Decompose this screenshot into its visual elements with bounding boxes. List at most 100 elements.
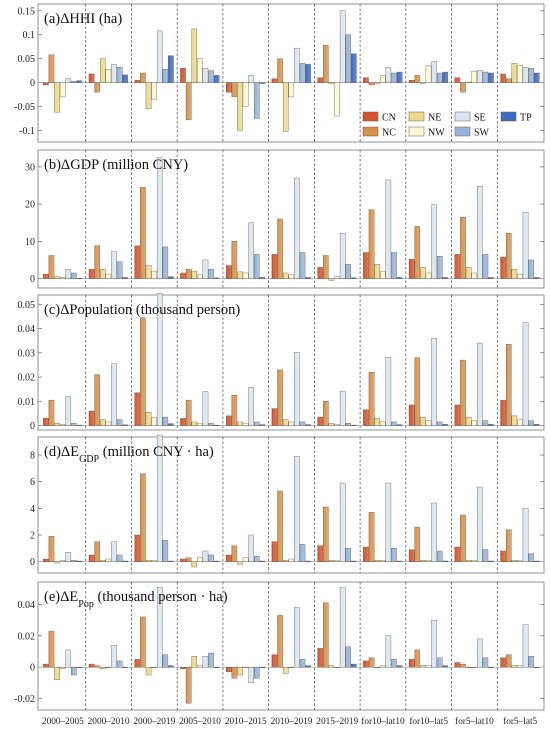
- bar-SE-7: [339, 390, 346, 426]
- bar-NW-2: [105, 273, 112, 279]
- bar-NC-6: [277, 218, 283, 279]
- bar-CN-3: [134, 534, 141, 562]
- bar-CN-11: [500, 550, 506, 562]
- bar-NW-2: [105, 68, 112, 83]
- bar-NC-4: [185, 399, 192, 426]
- bar-NC-9: [414, 649, 421, 668]
- bar-TP-3: [168, 276, 174, 279]
- bar-CN-5: [225, 415, 232, 426]
- bar-NW-3: [151, 667, 157, 668]
- y-tick-label: 0.03: [18, 348, 36, 359]
- bar-SE-11: [522, 624, 529, 668]
- bar-SE-3: [156, 30, 163, 83]
- x-tick-label: for10–lat10: [361, 716, 405, 727]
- bar-SW-10: [482, 657, 489, 668]
- bar-SW-1: [71, 560, 77, 562]
- bar-NC-1: [48, 54, 55, 83]
- bar-SW-5: [253, 254, 260, 279]
- bar-CN-4: [180, 418, 186, 426]
- bar-NE-3: [145, 82, 152, 110]
- bar-TP-2: [122, 424, 128, 426]
- bar-NC-5: [231, 395, 238, 426]
- bar-SE-5: [248, 667, 254, 684]
- bar-NE-5: [237, 82, 243, 131]
- bar-CN-6: [271, 541, 278, 562]
- bar-CN-6: [271, 654, 278, 668]
- bar-NE-10: [465, 416, 472, 426]
- bar-TP-7: [351, 663, 357, 668]
- bar-NW-1: [59, 82, 66, 98]
- bar-TP-4: [213, 277, 220, 279]
- bar-SE-10: [477, 69, 483, 83]
- bar-CN-4: [180, 272, 186, 279]
- bar-NE-5: [237, 667, 243, 676]
- bar-SW-3: [162, 68, 169, 83]
- bar-TP-4: [213, 75, 220, 83]
- panel-title: (b)ΔGDP (million CNY): [44, 157, 188, 173]
- bar-TP-6: [305, 560, 311, 562]
- bar-NC-8: [368, 82, 375, 86]
- bar-TP-4: [213, 560, 220, 562]
- bar-TP-10: [488, 560, 494, 562]
- bar-NE-7: [328, 560, 335, 562]
- bar-NE-9: [420, 416, 426, 426]
- y-tick-label: 0.02: [18, 373, 36, 384]
- bar-NW-1: [59, 424, 66, 426]
- bar-SE-7: [339, 10, 346, 83]
- y-tick-label: -0.1: [19, 126, 35, 137]
- bar-CN-1: [43, 663, 49, 668]
- bar-SW-5: [253, 556, 260, 562]
- bar-SE-10: [477, 342, 483, 426]
- bar-CN-5: [225, 82, 232, 93]
- bar-NW-11: [517, 665, 523, 668]
- bar-CN-11: [500, 73, 506, 83]
- bar-NC-9: [414, 357, 421, 426]
- chart-panel-5: -0.02 0 0.02 0.04 (e)ΔEPop (thousand person …: [14, 581, 545, 711]
- y-tick-label: 0: [30, 78, 35, 89]
- bar-TP-10: [488, 667, 494, 668]
- y-tick-label: 0: [30, 557, 35, 568]
- bar-NW-10: [471, 272, 477, 279]
- bar-NW-11: [517, 560, 523, 562]
- bar-TP-2: [122, 277, 128, 279]
- bar-SW-2: [116, 660, 123, 668]
- legend-swatch-CN: [362, 111, 379, 122]
- bar-NE-9: [420, 665, 426, 668]
- bar-NE-6: [282, 419, 289, 426]
- bar-TP-6: [305, 277, 311, 279]
- bar-NC-8: [368, 657, 375, 668]
- panel-title-main: (d)ΔE: [44, 444, 79, 460]
- bar-TP-8: [396, 424, 403, 426]
- bar-SE-4: [202, 656, 209, 668]
- bar-NC-10: [460, 216, 466, 279]
- y-tick-label: 0.1: [23, 30, 36, 41]
- legend-swatch-SE: [454, 111, 471, 122]
- bar-CN-6: [271, 408, 278, 426]
- bar-SE-1: [65, 78, 72, 83]
- bar-SW-10: [482, 71, 489, 83]
- y-tick-label: 2: [30, 531, 35, 542]
- chart-panel-1: -0.1 -0.05 0 0.05 0.1 0.15 (a)ΔHHI (ha): [14, 3, 545, 143]
- bar-SE-5: [248, 534, 254, 562]
- bar-NW-9: [425, 272, 432, 279]
- panel-title-rest: (million CNY · ha): [99, 444, 214, 460]
- bar-SE-6: [294, 352, 300, 426]
- bar-NC-7: [323, 506, 329, 562]
- bar-NW-7: [334, 424, 340, 426]
- bar-NC-8: [368, 512, 375, 562]
- bar-TP-7: [351, 560, 357, 562]
- bar-NE-9: [420, 560, 426, 562]
- bar-NE-1: [54, 276, 60, 279]
- bar-SE-3: [156, 586, 163, 668]
- bar-CN-11: [500, 657, 506, 668]
- bar-NW-5: [242, 82, 249, 107]
- bar-NC-2: [94, 665, 100, 668]
- bar-NW-3: [151, 560, 157, 562]
- bar-NC-5: [231, 545, 238, 562]
- bar-NC-11: [505, 654, 512, 668]
- bar-NC-4: [185, 82, 192, 121]
- x-tick-label: 2000–2010: [88, 717, 130, 727]
- y-tick-label: 20: [25, 200, 35, 211]
- bar-SW-1: [71, 422, 77, 426]
- bar-SW-11: [528, 68, 534, 83]
